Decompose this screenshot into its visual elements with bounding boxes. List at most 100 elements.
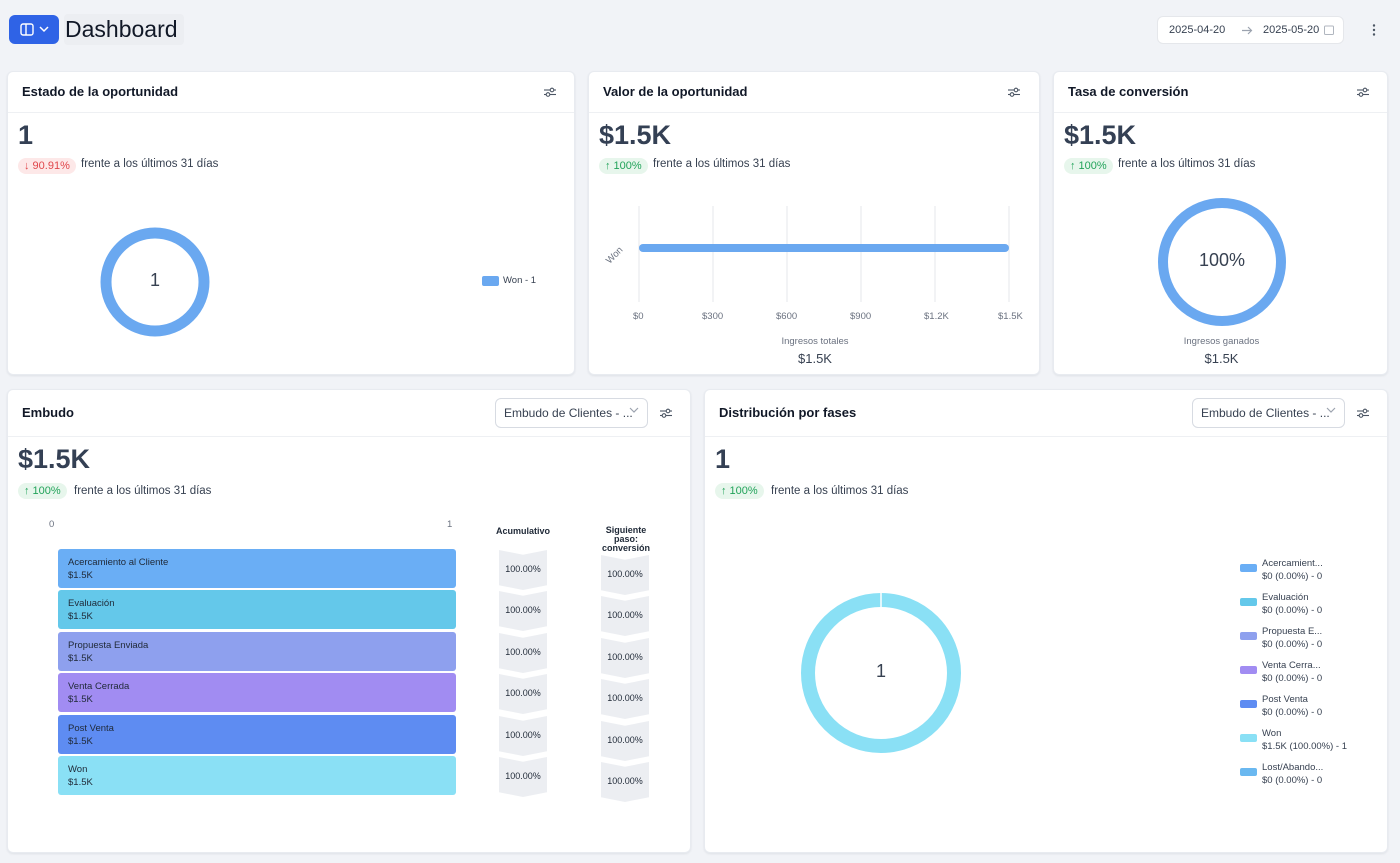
- legend-swatch: [1240, 632, 1257, 640]
- divider: [1054, 112, 1387, 113]
- date-range-picker[interactable]: 2025-04-20 2025-05-20: [1157, 16, 1344, 44]
- card-title: Distribución por fases: [719, 405, 857, 420]
- legend-detail: $0 (0.00%) - 0: [1262, 775, 1323, 786]
- legend-detail: $0 (0.00%) - 0: [1262, 673, 1323, 684]
- donut-center-value: 1: [875, 661, 886, 681]
- chevron-down-icon: [1326, 407, 1336, 413]
- donut-chart: [801, 593, 961, 753]
- x-tick: $1.2K: [924, 311, 949, 322]
- compare-text: frente a los últimos 31 días: [74, 485, 212, 497]
- funnel-stage[interactable]: Propuesta Enviada $1.5K: [58, 632, 456, 671]
- legend-swatch: [1240, 598, 1257, 606]
- donut-chart: [1158, 198, 1286, 326]
- card-title: Embudo: [22, 405, 74, 420]
- next-step-value: 100.00%: [607, 652, 643, 662]
- chevron-down-icon: [629, 407, 639, 413]
- legend-name: Won: [1262, 728, 1282, 739]
- bar-won: [639, 244, 1009, 252]
- stage-value: $1.5K: [68, 570, 93, 581]
- filter-settings-icon[interactable]: [1356, 407, 1370, 419]
- select-value: Embudo de Clientes - ...: [1201, 406, 1330, 420]
- legend-swatch: [1240, 700, 1257, 708]
- filter-settings-icon[interactable]: [1356, 86, 1370, 98]
- donut-ring: [100, 227, 210, 337]
- layout-toggle-button[interactable]: [9, 15, 59, 44]
- metric-value: 1: [715, 444, 731, 474]
- calendar-icon: [1324, 25, 1334, 35]
- legend-name: Venta Cerra...: [1262, 660, 1321, 671]
- divider: [589, 112, 1039, 113]
- legend-name: Propuesta E...: [1262, 626, 1323, 637]
- metric-value: $1.5K: [18, 444, 91, 474]
- next-step-value: 100.00%: [607, 610, 643, 620]
- stage-value: $1.5K: [68, 611, 93, 622]
- cumulative-value: 100.00%: [505, 688, 541, 698]
- x-tick: $600: [776, 311, 798, 322]
- pipeline-select[interactable]: Embudo de Clientes - ...: [495, 398, 648, 428]
- divider: [705, 436, 1387, 437]
- legend-name: Lost/Abando...: [1262, 762, 1324, 773]
- next-step-cell: 100.00%: [601, 555, 649, 595]
- cumulative-cell: 100.00%: [499, 757, 547, 797]
- donut-center-value: 1: [149, 270, 160, 290]
- next-step-value: 100.00%: [607, 569, 643, 579]
- legend-detail: $0 (0.00%) - 0: [1262, 639, 1323, 650]
- metric-value: 1: [18, 120, 34, 150]
- stage-value: $1.5K: [68, 736, 93, 747]
- compare-text: frente a los últimos 31 días: [771, 485, 909, 497]
- more-options-icon[interactable]: [1371, 23, 1377, 37]
- funnel-stage[interactable]: Venta Cerrada $1.5K: [58, 673, 456, 712]
- legend-swatch: [1240, 666, 1257, 674]
- stage-name: Post Venta: [68, 723, 114, 734]
- divider: [8, 436, 690, 437]
- compare-text: frente a los últimos 31 días: [653, 158, 791, 170]
- cumulative-cell: 100.00%: [499, 674, 547, 714]
- filter-settings-icon[interactable]: [543, 86, 557, 98]
- change-badge: ↑ 100%: [1064, 158, 1113, 174]
- legend-name: Post Venta: [1262, 694, 1308, 705]
- stage-value: $1.5K: [68, 694, 93, 705]
- card-tasa: Tasa de conversión $1.5K ↑ 100% frente a…: [1053, 71, 1388, 375]
- cumulative-value: 100.00%: [505, 605, 541, 615]
- cumulative-value: 100.00%: [505, 564, 541, 574]
- metric-value: $1.5K: [599, 120, 672, 150]
- change-badge: ↑ 100%: [18, 483, 67, 499]
- donut-chart: [100, 227, 210, 337]
- filter-settings-icon[interactable]: [659, 407, 673, 419]
- axis-max: 1: [447, 519, 453, 530]
- date-start: 2025-04-20: [1169, 24, 1226, 36]
- card-distribucion: Distribución por fases Embudo de Cliente…: [704, 389, 1388, 853]
- filter-settings-icon[interactable]: [1007, 86, 1021, 98]
- funnel-stage[interactable]: Acercamiento al Cliente $1.5K: [58, 549, 456, 588]
- change-badge: ↑ 100%: [715, 483, 764, 499]
- legend-swatch: [1240, 734, 1257, 742]
- card-title: Valor de la oportunidad: [603, 84, 748, 99]
- cumulative-cell: 100.00%: [499, 716, 547, 756]
- pipeline-select[interactable]: Embudo de Clientes - ...: [1192, 398, 1345, 428]
- bar-chart: [638, 206, 1010, 302]
- next-step-cell: 100.00%: [601, 762, 649, 802]
- legend-swatch: [1240, 564, 1257, 572]
- cumulative-cell: 100.00%: [499, 591, 547, 631]
- funnel-stage[interactable]: Won $1.5K: [58, 756, 456, 795]
- next-step-value: 100.00%: [607, 776, 643, 786]
- compare-text: frente a los últimos 31 días: [81, 158, 219, 170]
- funnel-stage[interactable]: Evaluación $1.5K: [58, 590, 456, 629]
- axis-min: 0: [49, 519, 55, 530]
- footer-label: Ingresos ganados: [1183, 336, 1260, 347]
- cumulative-value: 100.00%: [505, 647, 541, 657]
- legend-detail: $0 (0.00%) - 0: [1262, 707, 1323, 718]
- change-badge: ↑ 100%: [599, 158, 648, 174]
- funnel-stage[interactable]: Post Venta $1.5K: [58, 715, 456, 754]
- stage-name: Venta Cerrada: [68, 681, 130, 692]
- page-title: Dashboard: [64, 14, 184, 45]
- layout-icon: [20, 23, 34, 36]
- footer-value: $1.5K: [1204, 351, 1239, 366]
- cumulative-cell: 100.00%: [499, 633, 547, 673]
- legend-detail: $1.5K (100.00%) - 1: [1262, 741, 1348, 752]
- x-tick: $1.5K: [998, 311, 1023, 322]
- cumulative-value: 100.00%: [505, 771, 541, 781]
- x-tick: $0: [633, 311, 644, 322]
- select-value: Embudo de Clientes - ...: [504, 406, 633, 420]
- legend-swatch: [482, 276, 499, 286]
